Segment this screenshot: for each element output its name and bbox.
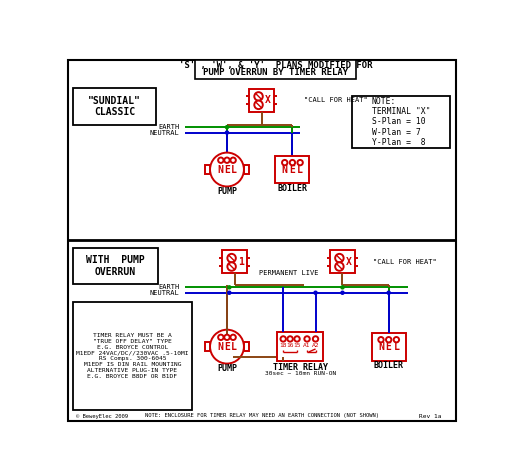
Text: "CALL FOR HEAT": "CALL FOR HEAT" bbox=[304, 97, 368, 103]
Text: PUMP OVERRUN BY TIMER RELAY: PUMP OVERRUN BY TIMER RELAY bbox=[203, 68, 348, 77]
Text: X: X bbox=[346, 257, 352, 267]
Text: NEUTRAL: NEUTRAL bbox=[150, 290, 179, 296]
FancyBboxPatch shape bbox=[73, 248, 158, 284]
Text: 1: 1 bbox=[238, 257, 244, 267]
Text: N: N bbox=[282, 165, 288, 175]
Circle shape bbox=[335, 262, 344, 271]
Text: BOILER: BOILER bbox=[278, 184, 307, 193]
Text: PUMP: PUMP bbox=[217, 187, 237, 196]
FancyBboxPatch shape bbox=[73, 88, 156, 125]
FancyBboxPatch shape bbox=[249, 89, 274, 112]
Text: E: E bbox=[289, 165, 295, 175]
Text: N: N bbox=[217, 342, 223, 352]
Text: A1: A1 bbox=[303, 343, 311, 347]
FancyBboxPatch shape bbox=[275, 156, 309, 183]
Circle shape bbox=[287, 336, 293, 342]
FancyBboxPatch shape bbox=[222, 250, 247, 274]
Circle shape bbox=[387, 291, 390, 294]
Text: Rev 1a: Rev 1a bbox=[418, 414, 441, 419]
Circle shape bbox=[227, 254, 236, 262]
Text: NOTE:
TERMINAL "X"
S-Plan = 10
W-Plan = 7
Y-Plan =  8: NOTE: TERMINAL "X" S-Plan = 10 W-Plan = … bbox=[372, 97, 430, 147]
Text: E: E bbox=[224, 165, 230, 175]
Circle shape bbox=[227, 262, 236, 271]
Circle shape bbox=[218, 335, 224, 340]
Text: EARTH: EARTH bbox=[158, 284, 179, 290]
Circle shape bbox=[341, 291, 344, 294]
Text: TIMER RELAY MUST BE A
"TRUE OFF DELAY" TYPE
E.G. BROYCE CONTROL
M1EDF 24VAC/DC//: TIMER RELAY MUST BE A "TRUE OFF DELAY" T… bbox=[76, 333, 188, 379]
Circle shape bbox=[228, 286, 231, 289]
Text: 'S' , 'W', & 'Y'  PLANS MODIFIED FOR: 'S' , 'W', & 'Y' PLANS MODIFIED FOR bbox=[179, 61, 372, 70]
Circle shape bbox=[230, 335, 236, 340]
Circle shape bbox=[254, 92, 263, 100]
Circle shape bbox=[224, 158, 230, 163]
Circle shape bbox=[228, 291, 231, 294]
FancyBboxPatch shape bbox=[73, 302, 193, 410]
Circle shape bbox=[281, 336, 286, 342]
Text: E: E bbox=[224, 342, 230, 352]
FancyBboxPatch shape bbox=[330, 250, 355, 274]
Circle shape bbox=[224, 335, 230, 340]
FancyBboxPatch shape bbox=[277, 332, 323, 361]
Circle shape bbox=[290, 160, 295, 165]
Text: A2: A2 bbox=[312, 343, 319, 347]
Text: N: N bbox=[217, 165, 223, 175]
Text: © BeweyElec 2009: © BeweyElec 2009 bbox=[76, 414, 128, 419]
Text: 15: 15 bbox=[293, 343, 301, 347]
Circle shape bbox=[225, 126, 228, 129]
Circle shape bbox=[282, 160, 287, 165]
Text: PERMANENT LIVE: PERMANENT LIVE bbox=[259, 270, 318, 276]
FancyBboxPatch shape bbox=[205, 165, 210, 174]
Circle shape bbox=[230, 158, 236, 163]
Text: E: E bbox=[386, 342, 392, 352]
Text: 16: 16 bbox=[286, 343, 294, 347]
Text: N: N bbox=[378, 342, 384, 352]
Circle shape bbox=[394, 337, 399, 342]
Circle shape bbox=[378, 337, 383, 342]
Circle shape bbox=[294, 336, 300, 342]
Circle shape bbox=[313, 336, 318, 342]
FancyBboxPatch shape bbox=[205, 342, 210, 351]
FancyBboxPatch shape bbox=[244, 165, 249, 174]
Circle shape bbox=[314, 291, 317, 294]
Circle shape bbox=[335, 254, 344, 262]
Text: BOILER: BOILER bbox=[374, 361, 403, 370]
FancyBboxPatch shape bbox=[352, 96, 450, 148]
FancyBboxPatch shape bbox=[69, 60, 456, 421]
Text: PUMP: PUMP bbox=[217, 364, 237, 373]
FancyBboxPatch shape bbox=[195, 60, 356, 79]
Circle shape bbox=[386, 337, 391, 342]
Text: TIMER RELAY: TIMER RELAY bbox=[272, 363, 328, 372]
Circle shape bbox=[297, 160, 303, 165]
Text: L: L bbox=[231, 342, 237, 352]
Text: NEUTRAL: NEUTRAL bbox=[150, 129, 179, 136]
FancyBboxPatch shape bbox=[244, 342, 249, 351]
Circle shape bbox=[210, 330, 244, 364]
FancyBboxPatch shape bbox=[372, 333, 406, 360]
Text: 18: 18 bbox=[280, 343, 287, 347]
Text: "CALL FOR HEAT": "CALL FOR HEAT" bbox=[373, 259, 437, 265]
Text: L: L bbox=[297, 165, 303, 175]
Circle shape bbox=[218, 158, 224, 163]
Text: NOTE: ENCLOSURE FOR TIMER RELAY MAY NEED AN EARTH CONNECTION (NOT SHOWN): NOTE: ENCLOSURE FOR TIMER RELAY MAY NEED… bbox=[144, 413, 379, 417]
Text: X: X bbox=[265, 95, 271, 105]
Text: 30sec ~ 10mn RUN-ON: 30sec ~ 10mn RUN-ON bbox=[265, 371, 336, 376]
Text: L: L bbox=[231, 165, 237, 175]
Circle shape bbox=[210, 153, 244, 187]
Text: EARTH: EARTH bbox=[158, 124, 179, 130]
Circle shape bbox=[341, 286, 344, 289]
Text: WITH  PUMP
OVERRUN: WITH PUMP OVERRUN bbox=[86, 255, 145, 277]
Text: L: L bbox=[393, 342, 399, 352]
Circle shape bbox=[254, 100, 263, 109]
Text: "SUNDIAL"
CLASSIC: "SUNDIAL" CLASSIC bbox=[88, 96, 141, 117]
Circle shape bbox=[304, 336, 310, 342]
Circle shape bbox=[225, 131, 228, 134]
